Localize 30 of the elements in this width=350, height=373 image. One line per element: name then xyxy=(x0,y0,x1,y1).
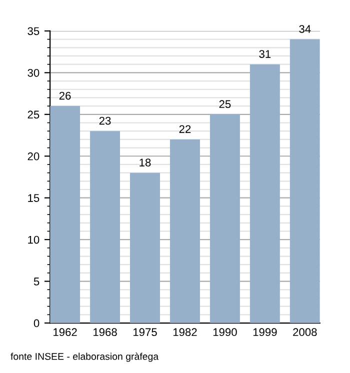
data-label: 25 xyxy=(219,100,231,108)
x-tick-label: 2008 xyxy=(293,328,317,336)
bar xyxy=(290,39,320,324)
y-tick-label: 15 xyxy=(28,194,40,202)
x-tick-label: 1990 xyxy=(213,328,237,336)
y-tick-label: 0 xyxy=(34,319,40,328)
bar xyxy=(210,114,240,324)
x-tick-label: 1999 xyxy=(253,328,277,336)
y-tick-label: 30 xyxy=(28,68,40,77)
bar xyxy=(50,106,80,324)
y-tick-label: 20 xyxy=(28,152,40,160)
y-tick-label: 25 xyxy=(28,110,40,119)
x-tick-label: 1975 xyxy=(133,328,157,336)
x-tick-label: 1968 xyxy=(94,328,117,336)
y-tick-label: 35 xyxy=(28,27,40,36)
data-label: 22 xyxy=(179,125,191,133)
source-note: fonte INSEE - elaborasion gràfega xyxy=(10,352,159,362)
data-label: 31 xyxy=(259,50,271,58)
data-label: 18 xyxy=(140,158,151,166)
data-label: 23 xyxy=(99,116,111,125)
y-tick-label: 10 xyxy=(28,236,40,244)
bar xyxy=(90,131,120,324)
bar xyxy=(170,139,200,324)
data-label: 34 xyxy=(299,25,311,33)
x-tick-label: 1982 xyxy=(173,328,197,336)
bar xyxy=(250,64,280,324)
data-label: 26 xyxy=(59,92,71,100)
bar xyxy=(130,172,160,324)
x-tick-label: 1962 xyxy=(54,328,77,336)
y-tick-label: 5 xyxy=(34,278,40,286)
